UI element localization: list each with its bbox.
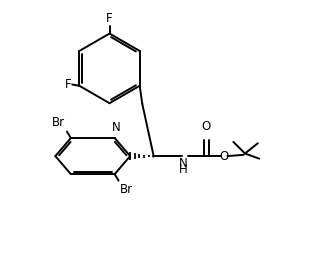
Text: Br: Br	[120, 183, 134, 196]
Text: N: N	[179, 157, 187, 170]
Text: O: O	[202, 120, 211, 133]
Text: N: N	[112, 121, 120, 134]
Text: O: O	[220, 150, 229, 163]
Text: H: H	[179, 163, 187, 175]
Text: Br: Br	[52, 116, 65, 129]
Text: F: F	[64, 78, 71, 91]
Text: F: F	[106, 12, 113, 25]
